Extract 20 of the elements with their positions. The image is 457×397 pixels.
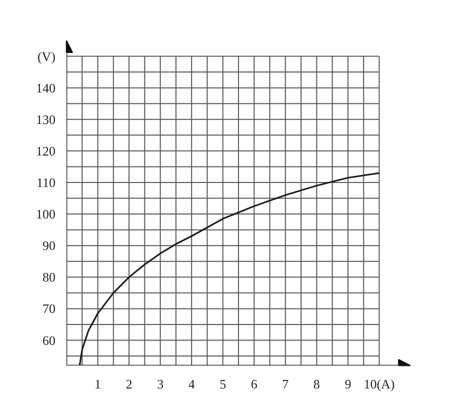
x-tick-label: 6 — [250, 376, 258, 392]
y-tick-label: 130 — [36, 112, 56, 127]
y-tick-label: 140 — [36, 80, 56, 96]
x-tick-label: 1 — [94, 376, 102, 392]
y-tick-label: 100 — [36, 206, 56, 222]
x-tick-label: 7 — [282, 376, 290, 392]
x-tick-label: 8 — [313, 376, 320, 392]
x-tick-label: 5 — [220, 376, 226, 392]
x-tick-label: 10(A) — [364, 376, 395, 392]
y-tick-label: 90 — [42, 238, 56, 254]
x-tick-label: 4 — [188, 376, 196, 392]
x-tick-label: 2 — [126, 376, 132, 392]
y-tick-label: 80 — [42, 270, 56, 285]
x-tick-label: 9 — [344, 376, 352, 392]
y-tick-label: 120 — [36, 143, 56, 158]
x-tick-label: 3 — [157, 376, 164, 392]
y-tick-label: (V) — [37, 48, 56, 64]
y-tick-label: 70 — [42, 301, 56, 316]
y-tick-label: 60 — [42, 332, 56, 348]
y-tick-label: 110 — [36, 174, 56, 190]
